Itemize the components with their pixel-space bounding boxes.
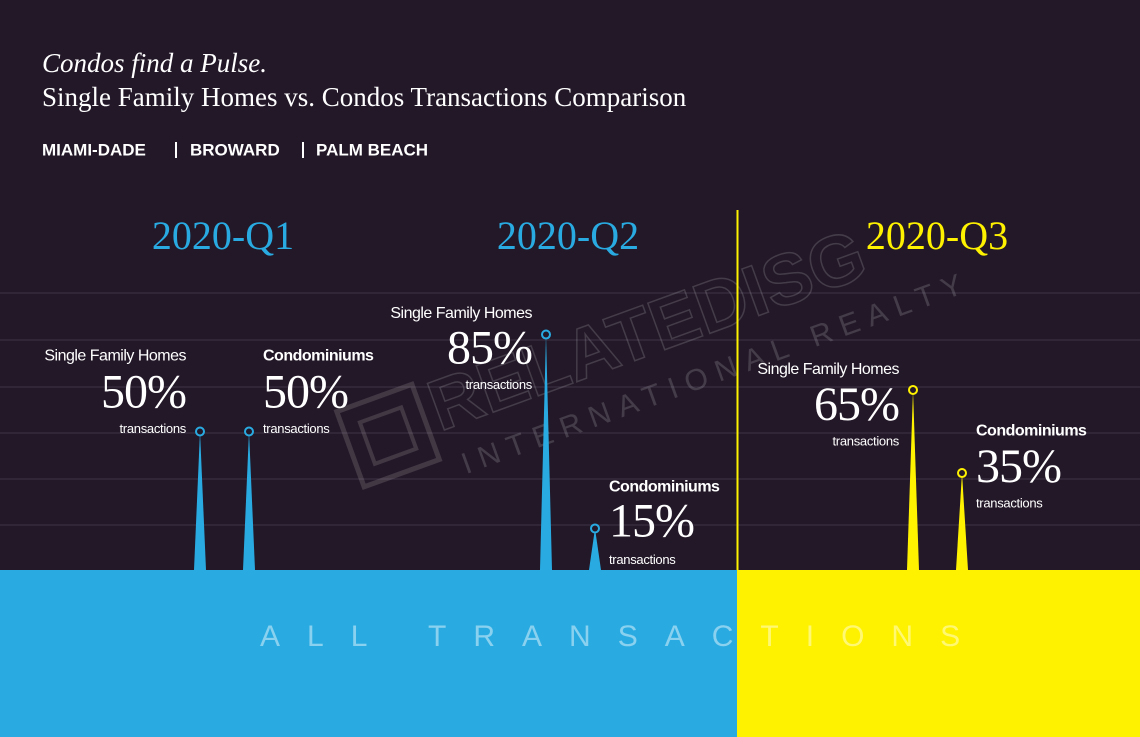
spike — [243, 431, 255, 570]
spike-cap — [908, 384, 918, 395]
series-name: Condominiums — [609, 479, 720, 496]
watermark-logo — [333, 381, 443, 491]
value-label: 85% — [447, 322, 532, 375]
series-name: Single Family Homes — [757, 361, 899, 378]
spike-cap — [957, 468, 967, 479]
unit-label: transactions — [833, 433, 900, 448]
spike — [540, 334, 552, 570]
spike — [956, 473, 968, 570]
spike — [589, 528, 601, 570]
spike-cap — [244, 426, 254, 437]
series-name: Single Family Homes — [44, 348, 186, 365]
unit-label: transactions — [120, 421, 187, 436]
value-label: 50% — [101, 366, 186, 419]
region: BROWARD — [190, 140, 280, 159]
title: Condos find a Pulse. — [42, 48, 267, 78]
series-name: Single Family Homes — [390, 305, 532, 322]
quarter-heading: 2020-Q3 — [866, 213, 1008, 258]
value-label: 50% — [263, 366, 348, 419]
unit-label: transactions — [263, 421, 330, 436]
subtitle: Single Family Homes vs. Condos Transacti… — [42, 82, 687, 112]
value-label: 65% — [814, 378, 899, 431]
spike — [194, 431, 206, 570]
unit-label: transactions — [609, 552, 676, 567]
series-name: Condominiums — [976, 422, 1087, 439]
series-name: Condominiums — [263, 348, 374, 365]
footer-band — [0, 570, 737, 737]
value-label: 15% — [609, 494, 694, 547]
quarter-heading: 2020-Q1 — [152, 213, 294, 258]
watermark-logo — [357, 404, 419, 467]
quarter-heading: 2020-Q2 — [497, 213, 639, 258]
footer-band — [737, 570, 1140, 737]
region: PALM BEACH — [316, 140, 428, 159]
unit-label: transactions — [976, 495, 1043, 510]
spike-cap — [195, 426, 205, 437]
footer-text: ALL TRANSACTIONS — [260, 620, 987, 653]
spike-cap — [541, 329, 551, 340]
grid — [0, 292, 1140, 526]
unit-label: transactions — [466, 377, 533, 392]
spike — [907, 389, 919, 570]
region: MIAMI-DADE — [42, 140, 146, 159]
value-label: 35% — [976, 440, 1061, 493]
spike-cap — [590, 523, 600, 534]
